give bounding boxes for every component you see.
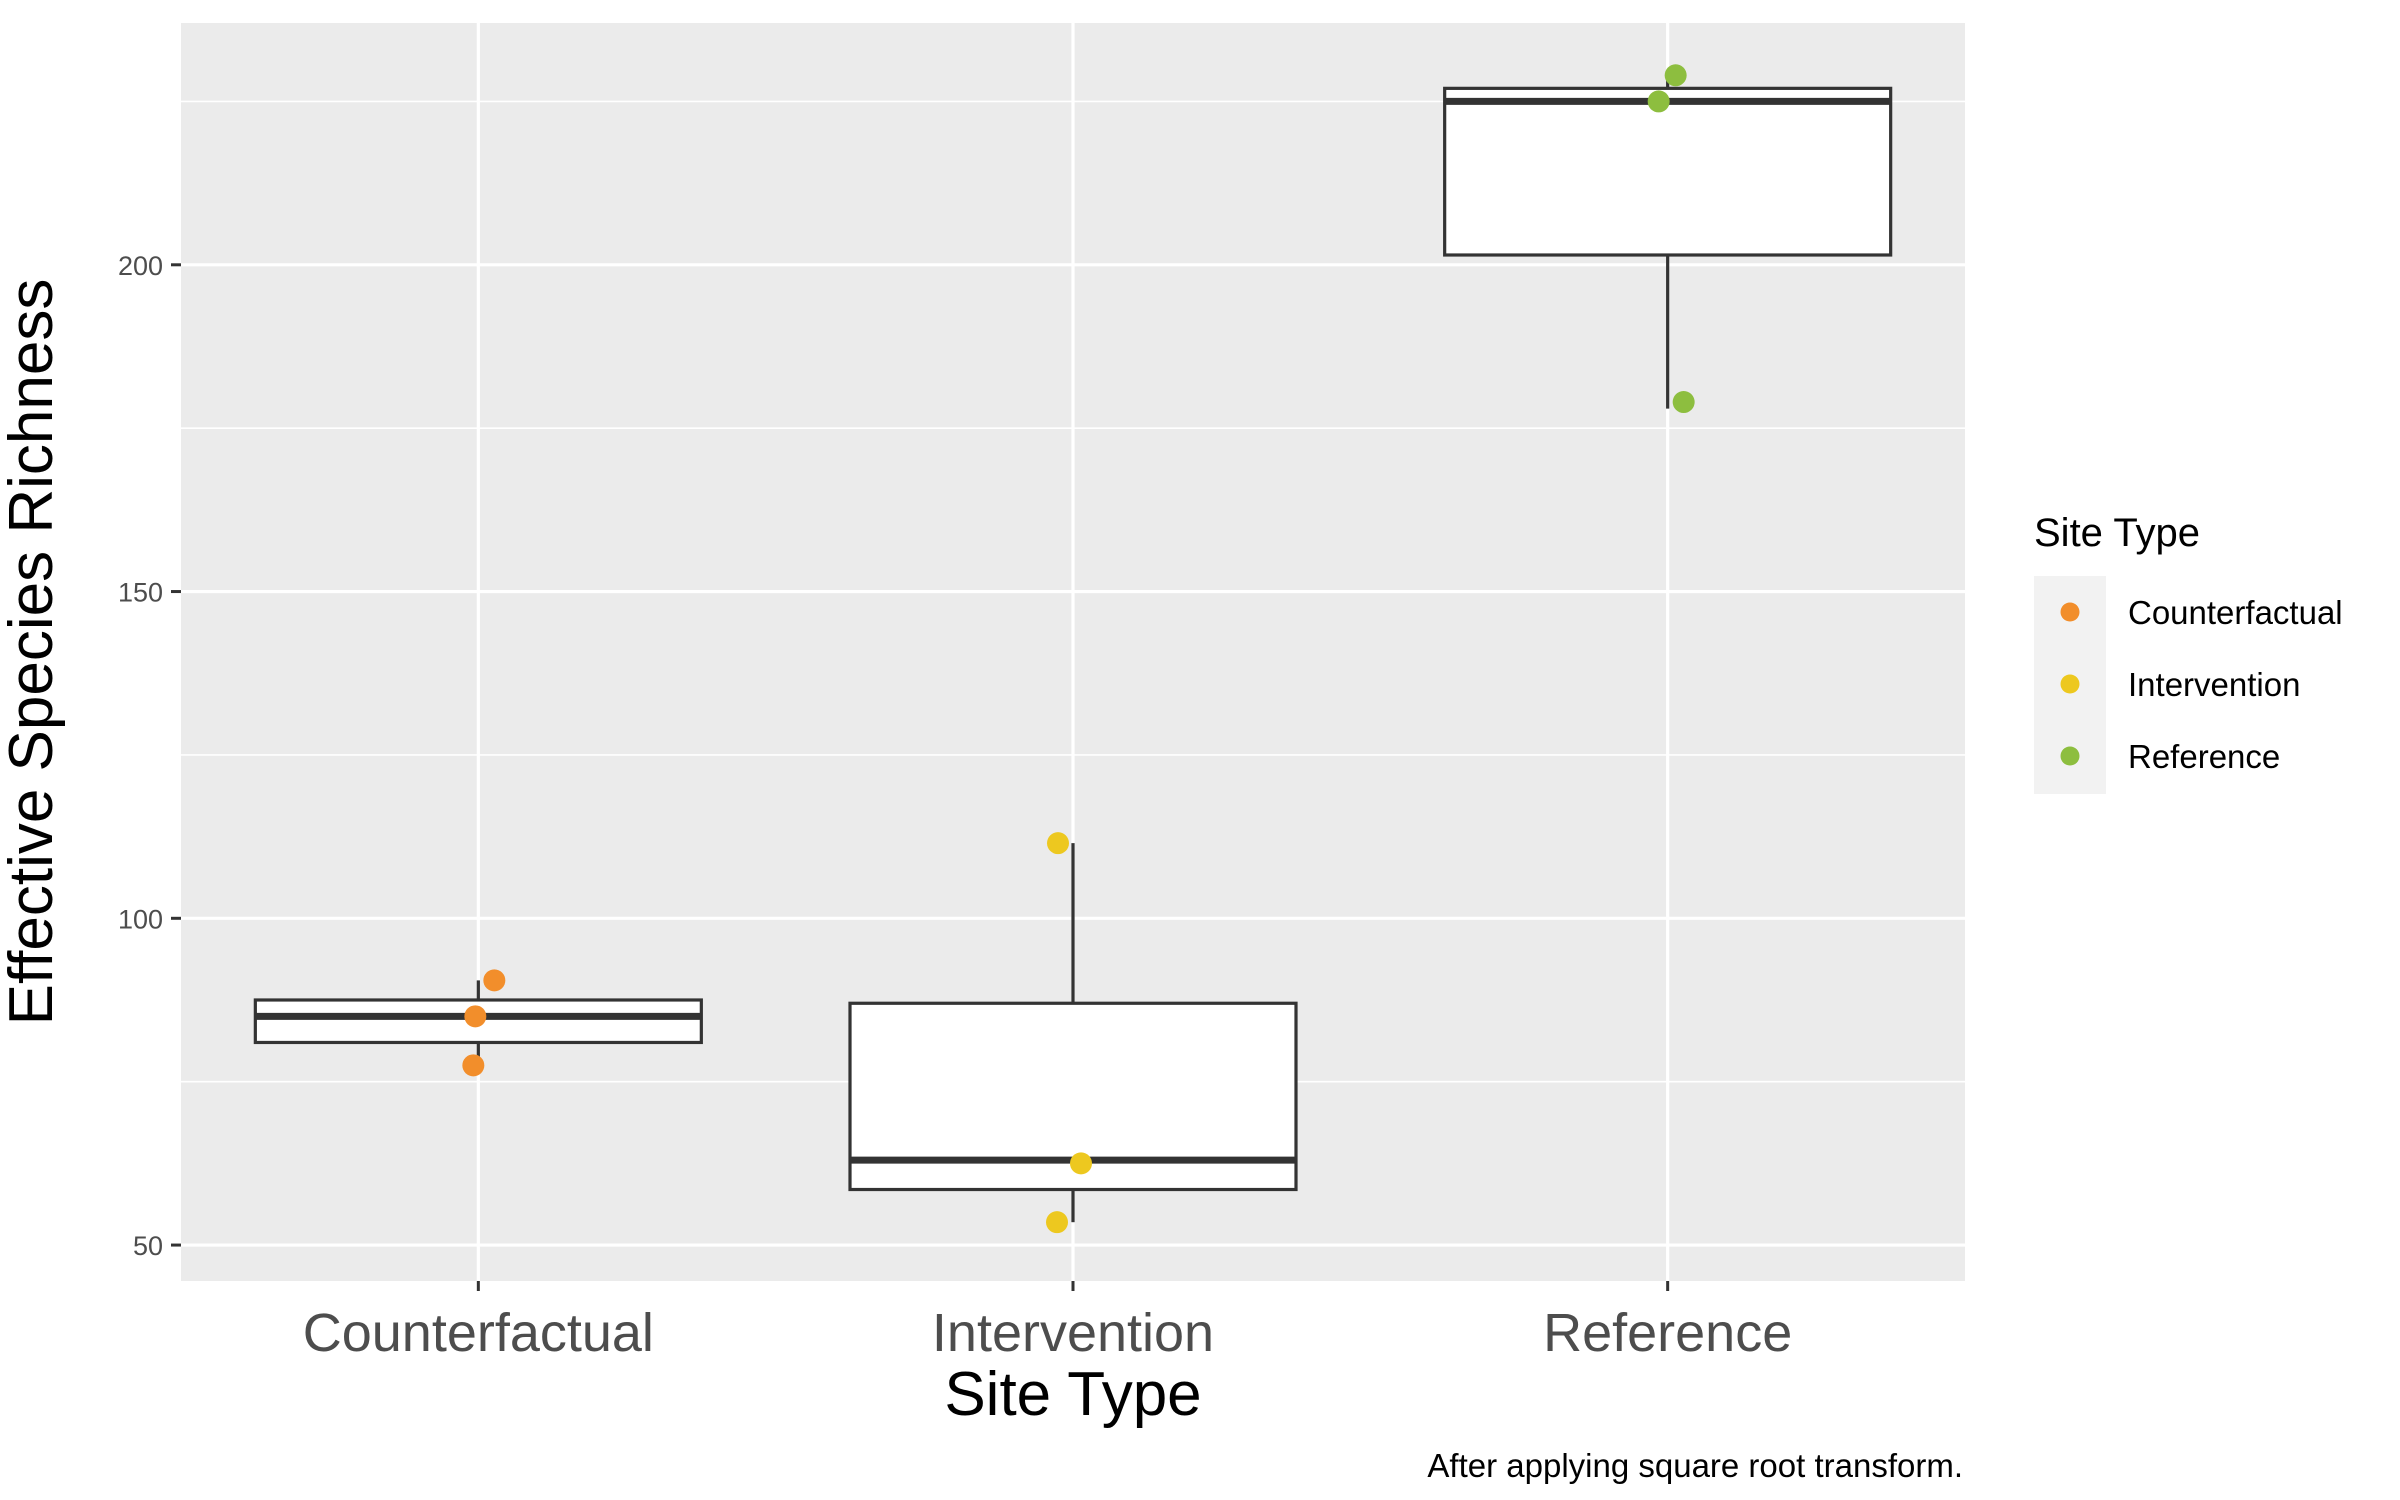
data-point-counterfactual [462, 1054, 485, 1077]
y-tick-label: 100 [118, 904, 163, 934]
legend-key-reference [2060, 746, 2080, 766]
data-point-intervention [1070, 1152, 1092, 1175]
box-iqr [1443, 86, 1893, 257]
y-axis-title: Effective Species Richness [0, 279, 66, 1026]
legend-key-intervention [2060, 674, 2080, 694]
chart-caption: After applying square root transform. [1427, 1447, 1963, 1484]
x-tick-label: Counterfactual [303, 1303, 654, 1363]
box-reference [1443, 75, 1893, 409]
data-point-counterfactual [464, 1005, 487, 1028]
axes: 50 100 150 200 Counterfactual Intervention Ref… [118, 251, 1792, 1363]
x-tick-label: Reference [1543, 1303, 1792, 1363]
y-tick-label: 200 [118, 251, 163, 281]
data-point-reference [1647, 90, 1670, 113]
data-point-intervention [1047, 832, 1069, 855]
y-tick-label: 50 [133, 1231, 163, 1261]
data-points [462, 64, 1695, 1234]
legend: Site Type Counterfactual Intervention Refe… [2034, 511, 2343, 794]
legend-label: Counterfactual [2128, 594, 2343, 631]
x-axis-title: Site Type [944, 1360, 1201, 1429]
legend-label: Intervention [2128, 666, 2300, 703]
data-point-reference [1672, 391, 1695, 414]
data-point-reference [1664, 64, 1687, 87]
x-tick-label: Intervention [932, 1303, 1214, 1363]
data-point-counterfactual [483, 969, 506, 992]
legend-title: Site Type [2034, 511, 2200, 555]
data-point-intervention [1046, 1211, 1068, 1234]
legend-key-counterfactual [2060, 602, 2080, 622]
y-tick-label: 150 [118, 578, 163, 608]
legend-label: Reference [2128, 738, 2280, 775]
